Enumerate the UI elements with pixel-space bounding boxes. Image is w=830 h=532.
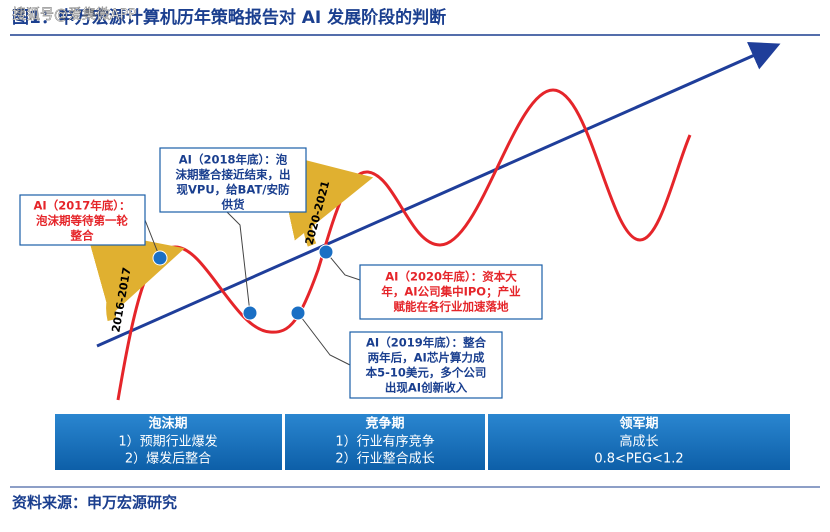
callout-box (359, 264, 543, 320)
phase-line: 2）爆发后整合 (125, 451, 211, 467)
trend-arrow (96, 41, 781, 348)
callout-text: AI（2017年底）： (34, 199, 131, 213)
callout-text: 出现AI创新收入 (385, 381, 468, 395)
callout-box (159, 147, 307, 213)
callout-text: AI（2018年底）：泡 (179, 153, 288, 167)
phase-name: 竞争期 (365, 416, 404, 432)
phase-line: 1）预期行业爆发 (118, 434, 217, 450)
phase-name: 泡沫期 (148, 416, 187, 432)
callout-box (19, 194, 146, 246)
watermark: 搜狐号@爱集微APP (12, 6, 136, 23)
cycle-curve (116, 88, 692, 401)
phase-line: 0.8<PEG<1.2 (594, 452, 683, 467)
callout-text: AI（2020年底）：资本大 (385, 270, 517, 284)
phase-line: 2）行业整合成长 (335, 452, 434, 467)
callout-text: 现VPU，给BAT/安防 (177, 183, 290, 197)
callout-text: 供货 (221, 198, 245, 212)
callout-box (349, 331, 503, 399)
source: 资料来源：申万宏源研究 (12, 494, 177, 512)
title: 图1：申万宏源计算机历年策略报告对 AI 发展阶段的判断 (12, 7, 446, 28)
phase-line: 高成长 (619, 434, 658, 450)
callout-text: 泡沫期等待第一轮 (36, 214, 128, 228)
phase-box (285, 414, 485, 470)
callout-text: 赋能在各行业加速落地 (394, 300, 509, 314)
callout-text: 沫期整合接近结束，出 (176, 168, 291, 182)
gold-arrow (85, 229, 185, 322)
gold-arrow (275, 152, 374, 247)
callout-text: 整合 (70, 229, 94, 243)
callout-text: 年，AI公司集中IPO；产业 (381, 285, 521, 299)
callout-text: 两年后，AI芯片算力成 (368, 351, 485, 365)
callout-text: 本5-10美元，多个公司 (366, 366, 487, 380)
phase-name: 领军期 (619, 416, 658, 432)
dots (152, 244, 334, 321)
callout-text: AI（2019年底）：整合 (366, 336, 486, 350)
phase-box (55, 414, 282, 470)
phase-box (488, 414, 790, 470)
phase-line: 1）行业有序竞争 (335, 434, 434, 450)
